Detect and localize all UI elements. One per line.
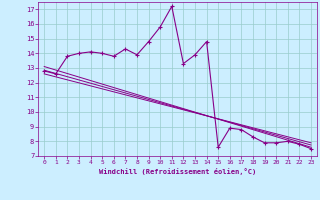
X-axis label: Windchill (Refroidissement éolien,°C): Windchill (Refroidissement éolien,°C) — [99, 168, 256, 175]
